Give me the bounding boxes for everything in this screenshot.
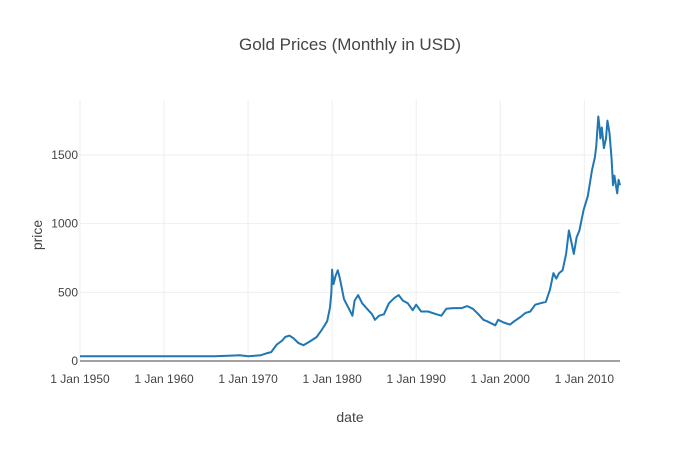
x-tick-label: 1 Jan 1960	[134, 372, 194, 386]
x-tick-label: 1 Jan 1970	[218, 372, 278, 386]
y-tick-label: 500	[58, 285, 78, 299]
x-tick-label: 1 Jan 2010	[555, 372, 615, 386]
tick-labels: 1 Jan 1950 1 Jan 1960 1 Jan 1970 1 Jan 1980…	[50, 148, 614, 386]
price-series-line	[80, 115, 621, 358]
y-tick-label: 0	[71, 354, 78, 368]
x-tick-label: 1 Jan 1980	[302, 372, 362, 386]
grid-lines	[79, 100, 620, 361]
y-tick-label: 1000	[51, 217, 78, 231]
x-tick-label: 1 Jan 2000	[471, 372, 531, 386]
y-axis-title: price	[29, 220, 45, 251]
y-tick-label: 1500	[51, 148, 78, 162]
x-tick-label: 1 Jan 1990	[387, 372, 447, 386]
x-axis-title: date	[336, 409, 363, 425]
x-tick-label: 1 Jan 1950	[50, 372, 110, 386]
chart-title: Gold Prices (Monthly in USD)	[239, 35, 461, 54]
